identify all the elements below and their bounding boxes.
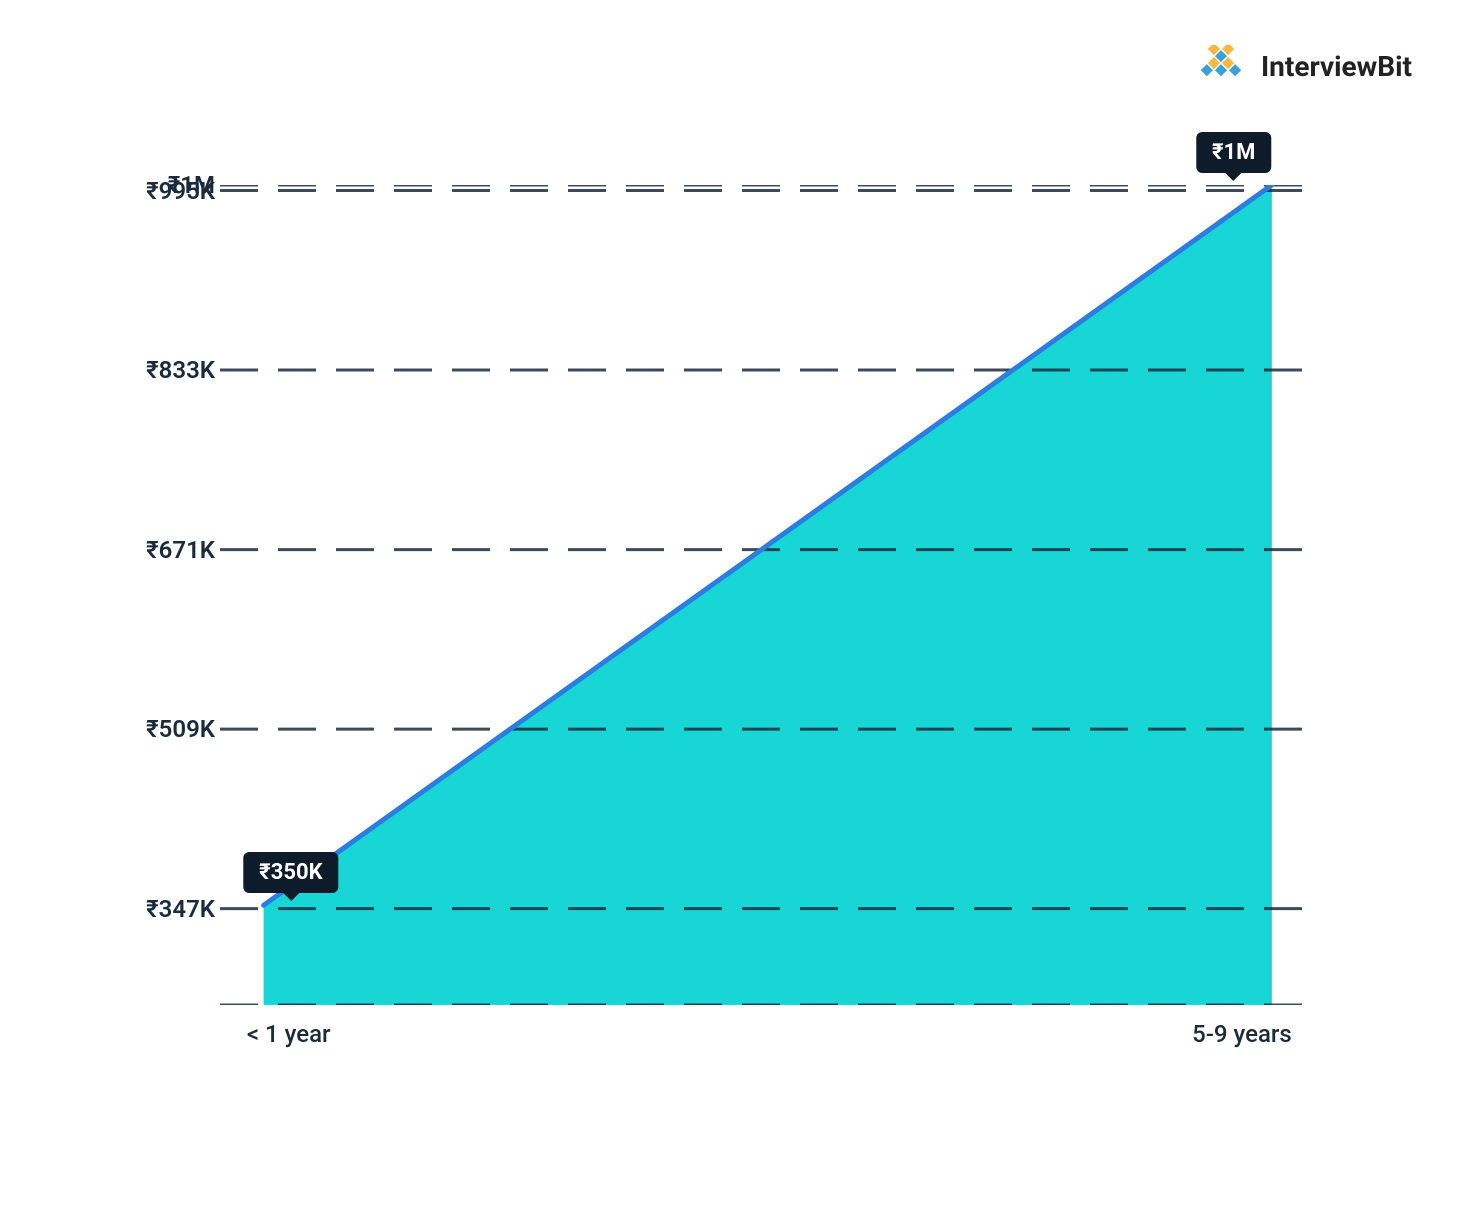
data-tooltip: ₹1M <box>1196 132 1271 173</box>
y-axis-label: ₹509K <box>146 715 215 743</box>
y-axis-label: ₹347K <box>146 895 215 923</box>
chart-area-fill <box>264 185 1272 1005</box>
y-axis-label: ₹833K <box>146 356 215 384</box>
brand-logo: InterviewBit <box>1191 45 1412 87</box>
brand-name: InterviewBit <box>1261 50 1412 83</box>
chart-plot <box>220 185 1310 1005</box>
logo-icon <box>1191 45 1251 87</box>
salary-chart: ₹347K₹509K₹671K₹833K₹995K₹1M< 1 year5-9 … <box>120 185 1320 1005</box>
x-axis-label: 5-9 years <box>1192 1020 1292 1048</box>
y-axis-label: ₹1M <box>168 171 215 199</box>
data-tooltip: ₹350K <box>243 852 338 893</box>
x-axis-label: < 1 year <box>247 1020 331 1048</box>
y-axis-label: ₹671K <box>146 536 215 564</box>
